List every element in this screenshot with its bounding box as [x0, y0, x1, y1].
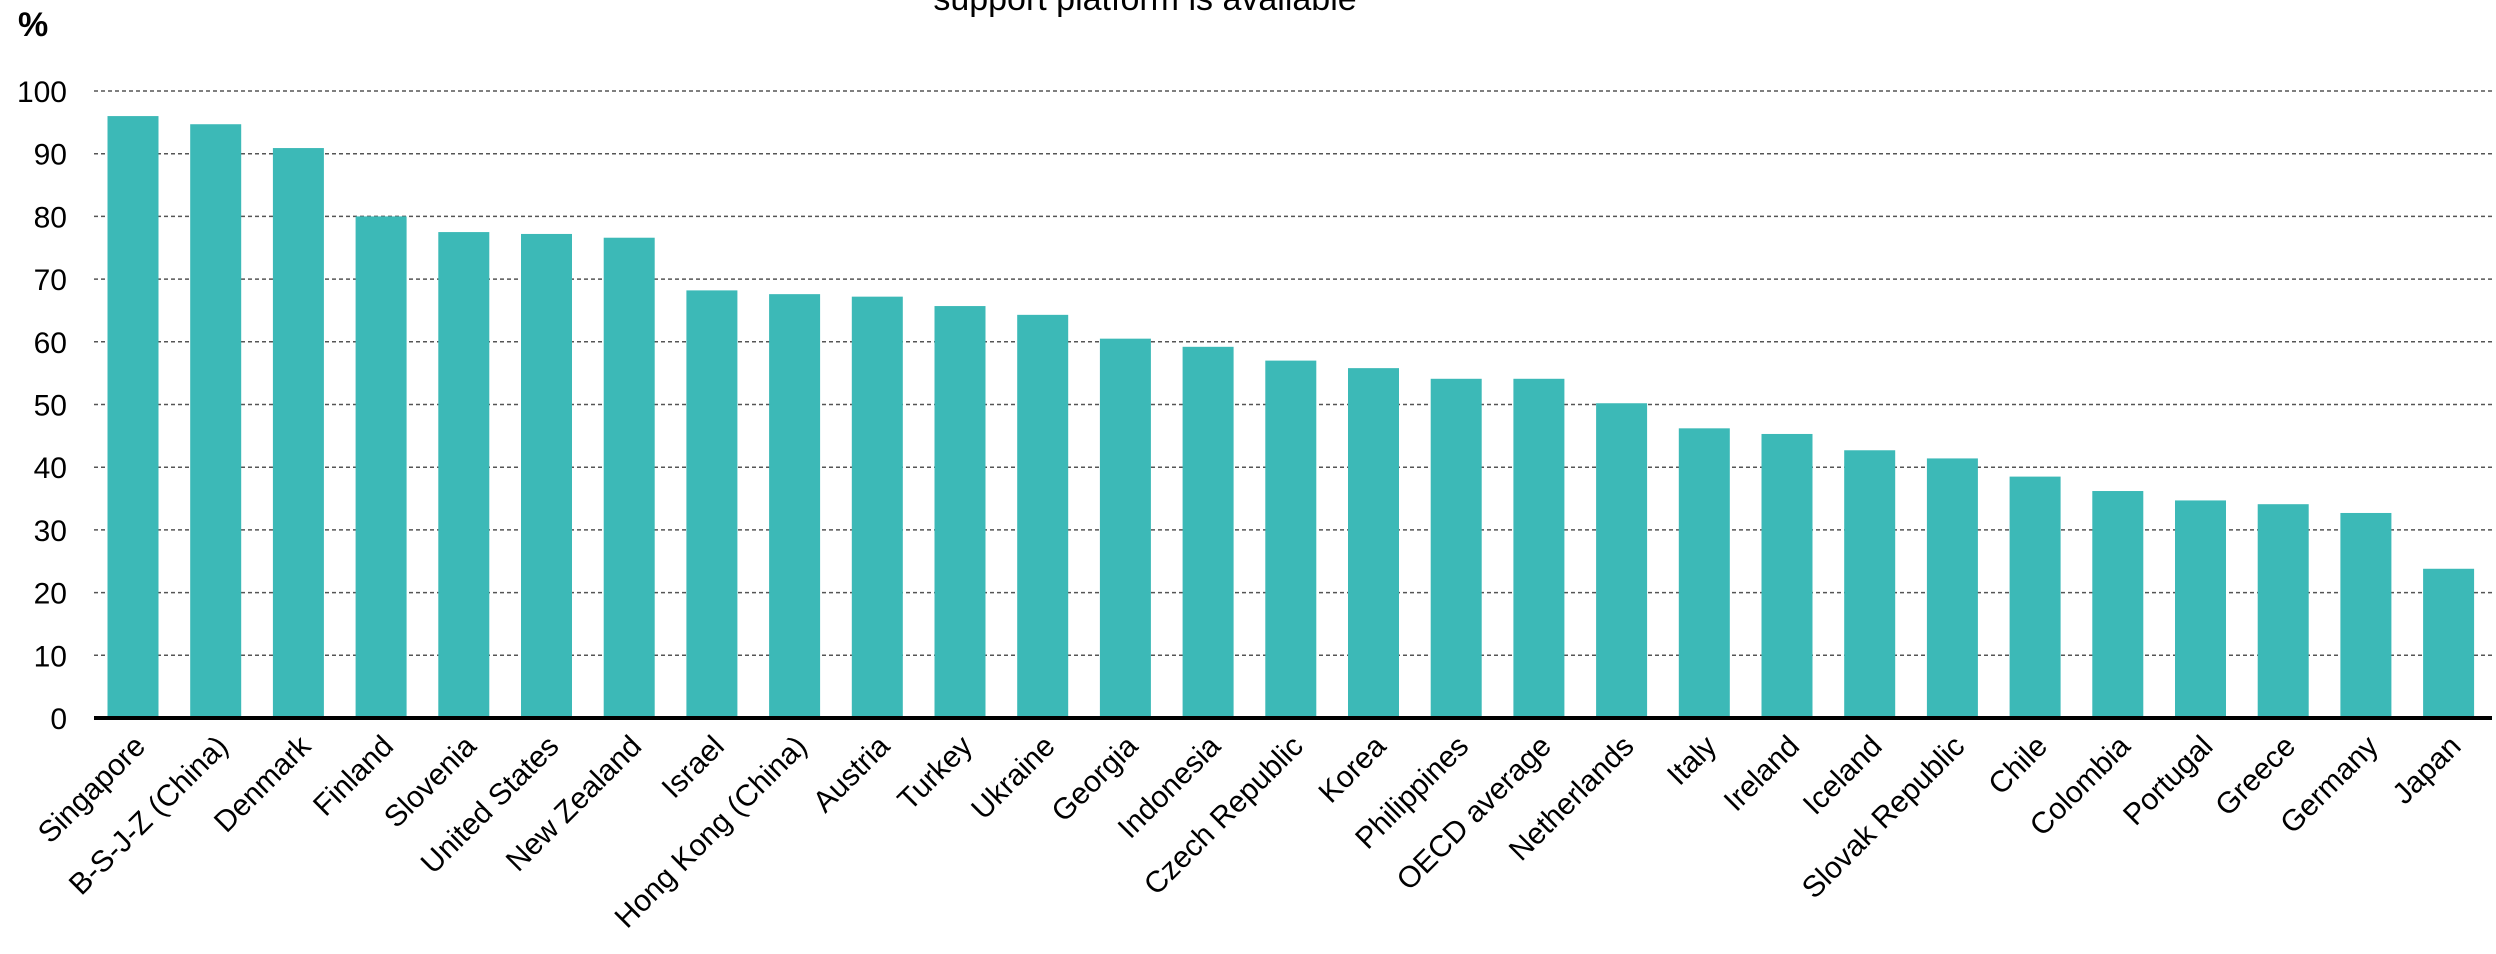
bar [1678, 428, 1730, 718]
y-axis-unit-label: % [18, 6, 48, 44]
bar [2092, 491, 2144, 718]
bar [1430, 378, 1482, 718]
x-category-label: Japan [2386, 730, 2467, 811]
bar [1017, 314, 1069, 718]
x-category-label: Portugal [2117, 730, 2219, 832]
y-tick-label: 100 [17, 76, 67, 109]
y-tick-label: 0 [50, 703, 67, 736]
y-tick-label: 10 [34, 640, 67, 673]
bar [1265, 360, 1317, 718]
bar [190, 124, 242, 718]
x-category-label: Korea [1313, 729, 1393, 809]
x-category-label: Ireland [1718, 730, 1806, 818]
x-category-label: Chile [1982, 730, 2054, 802]
bar [2175, 500, 2226, 718]
y-tick-label: 70 [34, 264, 67, 297]
bar [851, 296, 903, 718]
y-tick-label: 60 [34, 327, 67, 360]
bar [1348, 368, 1399, 718]
bar [2423, 568, 2475, 718]
bar [934, 306, 986, 718]
bar [603, 237, 655, 718]
chart-title: support platform is available [933, 0, 1356, 18]
bar [1513, 378, 1565, 718]
bar [2009, 476, 2061, 718]
bar [686, 290, 738, 718]
bar [1761, 433, 1813, 718]
bar [107, 116, 159, 718]
bar [438, 232, 490, 718]
bar [355, 216, 407, 718]
bar [521, 233, 572, 718]
bar [1182, 346, 1234, 718]
y-tick-label: 30 [34, 515, 67, 548]
x-category-label: Ukraine [965, 730, 1061, 826]
x-category-label: Israel [656, 730, 731, 805]
x-category-label: Austria [807, 729, 897, 819]
bar [1926, 458, 1978, 718]
bar [769, 294, 821, 718]
y-tick-label: 40 [34, 452, 67, 485]
bar [1844, 450, 1896, 718]
bar [2257, 504, 2309, 718]
bar [1596, 403, 1648, 718]
x-category-label: Italy [1661, 730, 1723, 792]
bars [107, 116, 2475, 718]
y-tick-label: 20 [34, 578, 67, 611]
bar [1099, 338, 1151, 718]
y-axis-ticks: 0 10 20 30 40 50 60 70 80 90 100 [17, 76, 67, 736]
bar [272, 148, 324, 718]
y-tick-label: 90 [34, 139, 67, 172]
bar [2340, 512, 2392, 718]
y-tick-label: 80 [34, 201, 67, 234]
y-tick-label: 50 [34, 390, 67, 423]
